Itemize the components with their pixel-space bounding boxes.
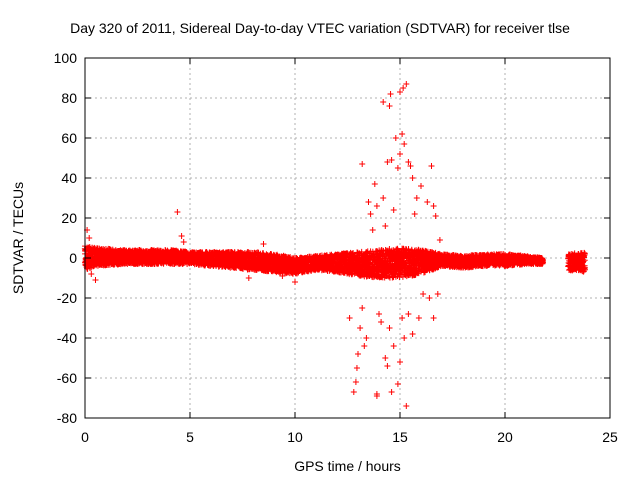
grid-lines	[85, 58, 610, 418]
data-point	[86, 264, 93, 271]
data-points	[81, 81, 589, 409]
